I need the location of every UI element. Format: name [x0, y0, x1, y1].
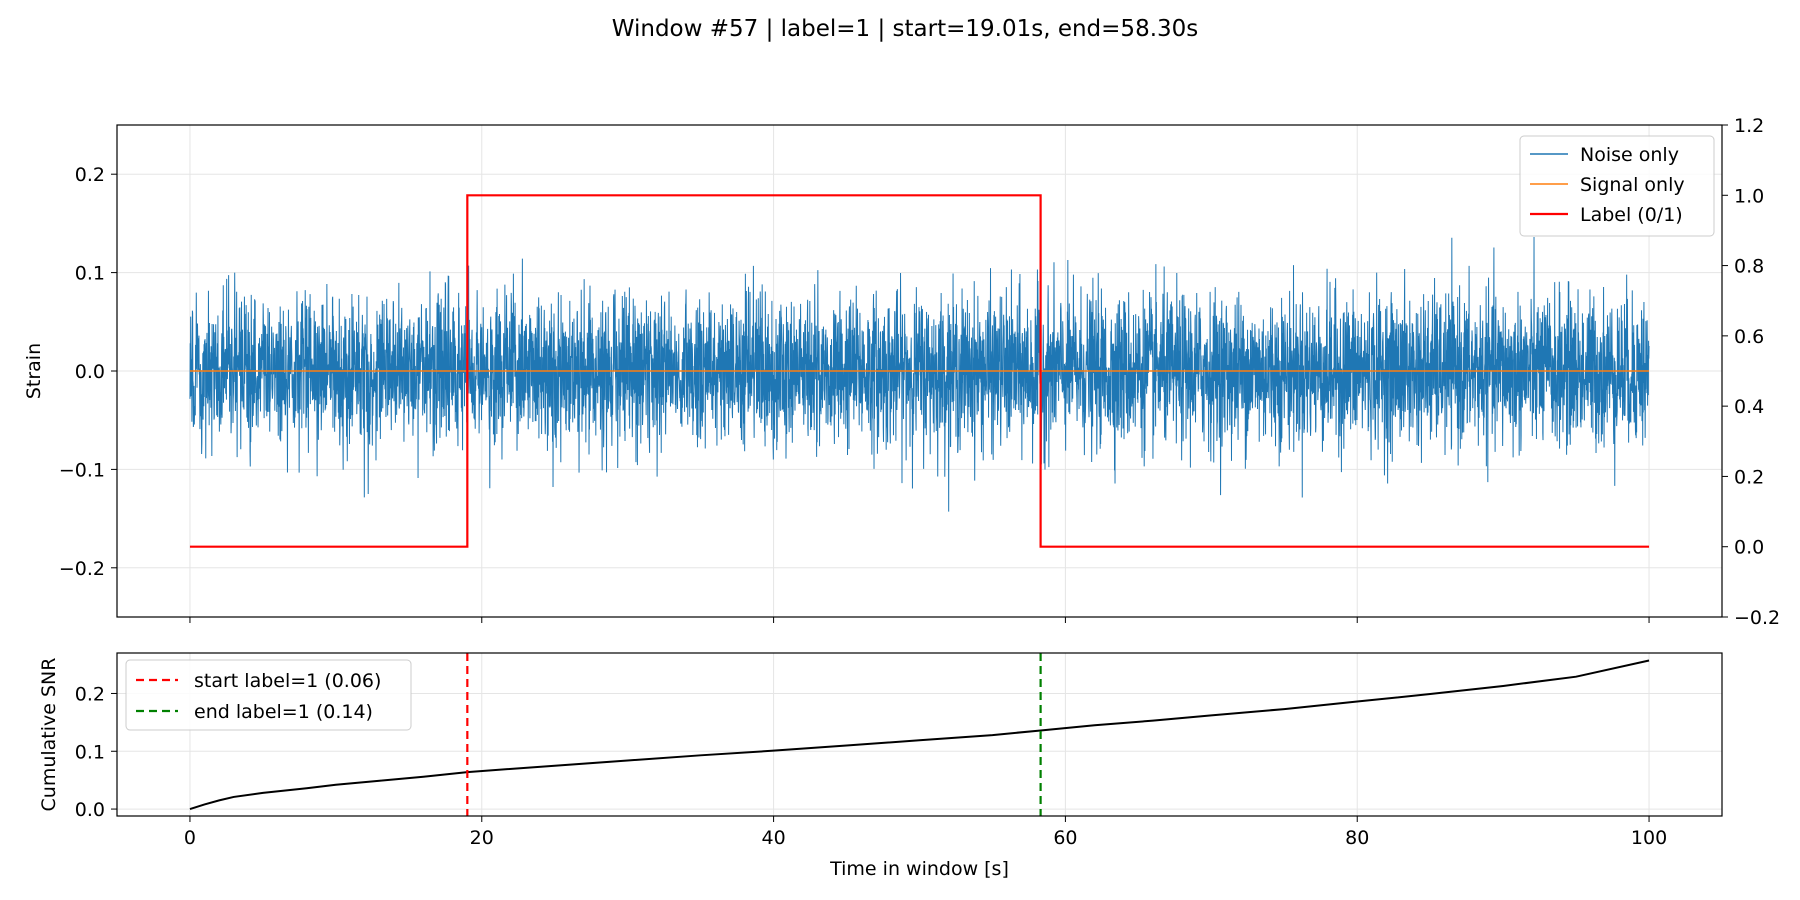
- label-step-line: [189, 194, 1650, 548]
- top-y2-tick-label: 0.6: [1734, 326, 1764, 348]
- top-legend-label: Label (0/1): [1580, 204, 1683, 226]
- bottom-legend-label: start label=1 (0.06): [194, 670, 381, 692]
- bottom-y-tick-label: 0.1: [75, 741, 105, 763]
- bottom-y-tick-label: 0.0: [75, 799, 105, 821]
- bottom-y-axis-label: Cumulative SNR: [38, 658, 60, 812]
- top-legend-box: [1519, 135, 1715, 237]
- bottom-y-tick-label: 0.2: [75, 683, 105, 705]
- cumulative-snr-line: [189, 659, 1650, 811]
- noise-only-line: [189, 237, 1650, 512]
- bottom-x-tick-label: 60: [1053, 827, 1077, 849]
- top-y2-tick-label: 1.0: [1734, 185, 1764, 207]
- bottom-x-tick-label: 0: [184, 827, 196, 849]
- top-y2-tick-label: 0.4: [1734, 396, 1764, 418]
- top-y2-tick-label: 1.2: [1734, 115, 1764, 137]
- bottom-x-tick-label: 20: [470, 827, 494, 849]
- bottom-x-axis-label: Time in window [s]: [829, 858, 1009, 880]
- top-legend: Noise only Signal only Label (0/1): [1519, 135, 1715, 237]
- top-y-axis-label: Strain: [23, 343, 45, 399]
- top-y2-tick-label: 0.2: [1734, 466, 1764, 488]
- bottom-x-tick-label: 40: [761, 827, 785, 849]
- top-y2-tick-label: −0.2: [1734, 607, 1780, 629]
- figure-title: Window #57 | label=1 | start=19.01s, end…: [612, 16, 1199, 42]
- bottom-x-tick-label: 100: [1631, 827, 1667, 849]
- top-y2-tick-label: 0.0: [1734, 537, 1764, 559]
- top-legend-label: Signal only: [1580, 174, 1685, 196]
- top-y2-tick-label: 0.8: [1734, 256, 1764, 278]
- top-y-tick-label: 0.0: [75, 361, 105, 383]
- top-y-tick-label: 0.1: [75, 263, 105, 285]
- top-axes: −0.2 −0.1 0.0 0.1 0.2 −0.2 0.0 0.2 0.4 0.6 0.8 1.0 1…: [23, 115, 1780, 629]
- bottom-legend-label: end label=1 (0.14): [194, 701, 373, 723]
- bottom-legend: start label=1 (0.06) end label=1 (0.14): [125, 659, 412, 731]
- top-y-tick-label: 0.2: [75, 164, 105, 186]
- top-y-tick-label: −0.1: [59, 459, 105, 481]
- top-y-tick-label: −0.2: [59, 558, 105, 580]
- bottom-axes: 0 20 40 60 80 100 0.0 0.1 0.2 Time in window [s] C…: [38, 652, 1723, 880]
- bottom-axes-frame: [116, 652, 1723, 817]
- bottom-x-tick-label: 80: [1345, 827, 1369, 849]
- bottom-legend-box: [125, 659, 412, 731]
- top-legend-label: Noise only: [1580, 144, 1679, 166]
